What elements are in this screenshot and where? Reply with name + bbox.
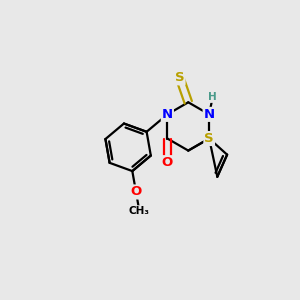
Text: O: O xyxy=(130,185,142,199)
Text: S: S xyxy=(204,132,214,145)
Text: CH₃: CH₃ xyxy=(129,206,150,216)
Text: O: O xyxy=(162,156,173,169)
Text: N: N xyxy=(162,108,173,121)
Text: N: N xyxy=(204,108,215,121)
Text: H: H xyxy=(208,92,217,102)
Text: S: S xyxy=(175,71,184,84)
